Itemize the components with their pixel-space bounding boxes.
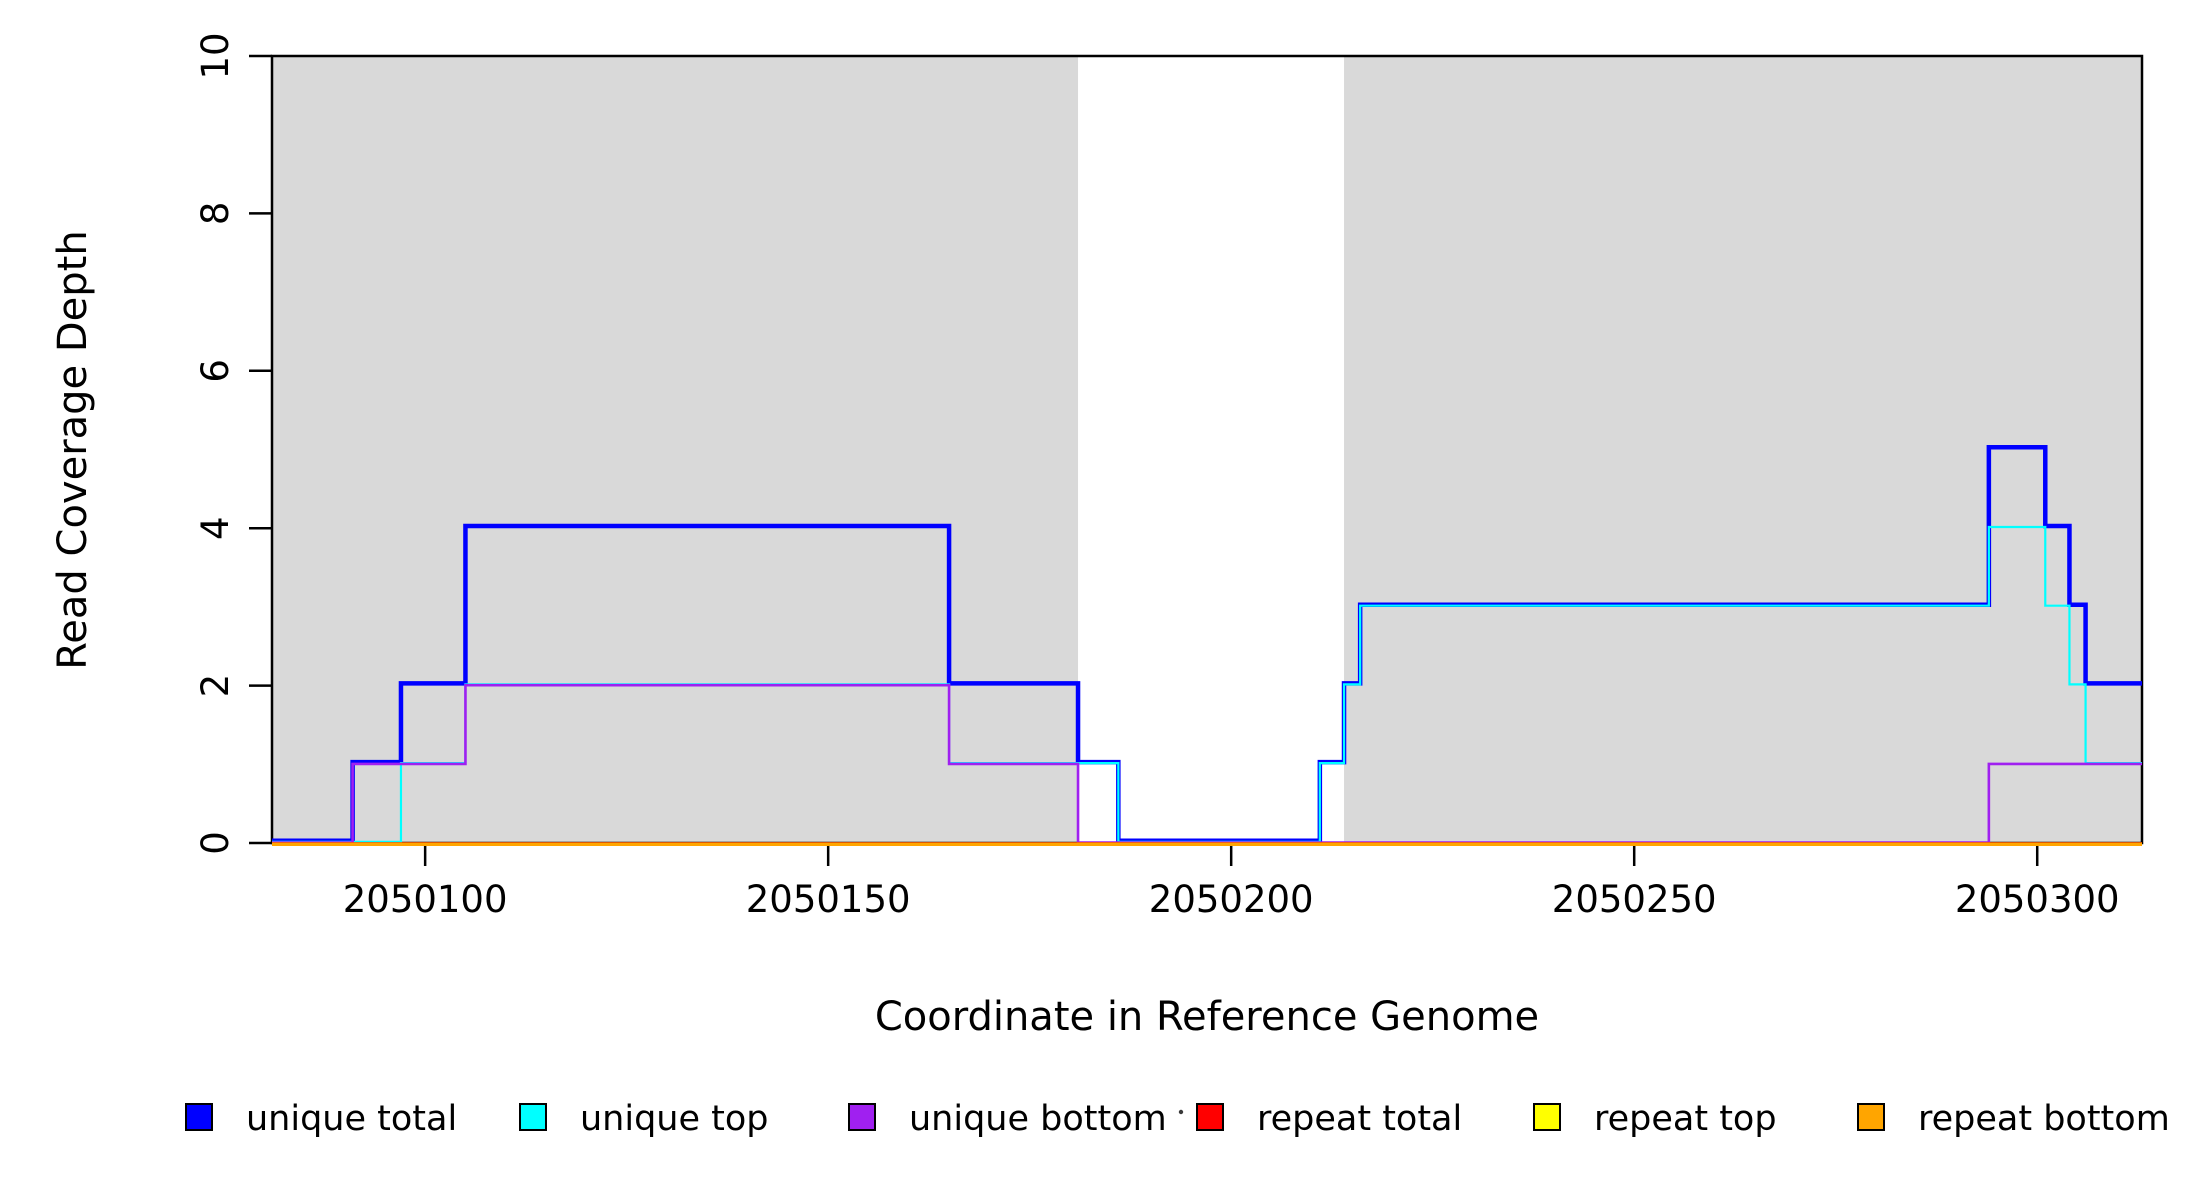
x-tick-label: 2050100 [343,878,508,921]
stray-dot-artifact [1178,1109,1184,1115]
y-tick-label: 8 [194,202,237,226]
y-tick-label: 10 [194,32,237,79]
x-axis-title: Coordinate in Reference Genome [875,994,1539,1040]
y-tick-label: 6 [194,359,237,383]
x-tick-label: 2050250 [1552,878,1717,921]
legend-swatch-repeat-total [1196,1103,1224,1131]
legend-label-repeat-top: repeat top [1594,1099,1777,1139]
legend-label-repeat-total: repeat total [1257,1099,1462,1139]
legend-swatch-repeat-bottom [1857,1103,1885,1131]
legend-item-repeat-bottom: repeat bottom [1857,1099,2170,1139]
shaded-unique-regions [272,56,2142,843]
shaded-region-1 [272,56,1079,843]
y-tick-label: 0 [194,831,237,855]
legend-swatch-unique-top [519,1103,547,1131]
legend-swatch-unique-bottom [848,1103,876,1131]
legend-item-unique-top: unique top [519,1099,769,1139]
y-axis-title: Read Coverage Depth [50,230,96,669]
axes: 2050100 2050150 2050200 2050250 2050300 0 2 4 6 8… [194,32,2120,921]
legend-label-unique-top: unique top [580,1099,769,1139]
legend-label-repeat-bottom: repeat bottom [1918,1099,2170,1139]
y-tick-label: 4 [194,516,237,540]
legend-swatch-repeat-top [1533,1103,1561,1131]
x-tick-label: 2050300 [1955,878,2120,921]
legend-label-unique-total: unique total [246,1099,457,1139]
legend-item-unique-total: unique total [185,1099,457,1139]
series-lines [272,445,2142,846]
legend-item-repeat-top: repeat top [1533,1099,1777,1139]
y-tick-label: 2 [194,674,237,698]
legend: unique total unique top unique bottom repea… [185,1099,2170,1139]
series-line-unique-bottom [272,683,2142,844]
legend-label-unique-bottom: unique bottom [909,1099,1167,1139]
x-tick-label: 2050200 [1149,878,1314,921]
x-tick-label: 2050150 [746,878,911,921]
legend-item-repeat-total: repeat total [1196,1099,1462,1139]
legend-swatch-unique-total [185,1103,213,1131]
legend-item-unique-bottom: unique bottom [848,1099,1167,1139]
